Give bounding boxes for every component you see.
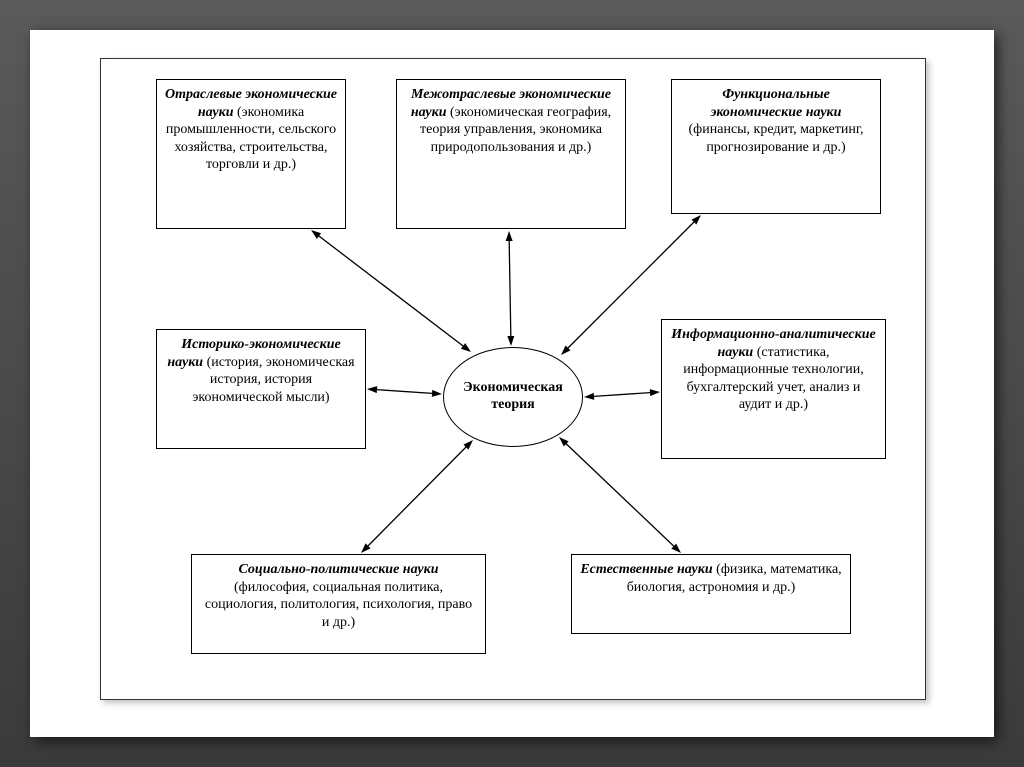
center-node: Экономическая теория	[443, 347, 583, 447]
node-title: Социально-политические науки	[239, 562, 439, 577]
node-n2: Межотраслевые экономические науки (эконо…	[396, 79, 626, 229]
slide-page: Экономическая теория Отраслевые экономич…	[30, 30, 994, 737]
node-n5: Информационно-аналитические науки (стати…	[661, 319, 886, 459]
node-sub: (финансы, кредит, маркетинг, прогнозиров…	[689, 122, 864, 155]
node-sub: (экономическая география, теория управле…	[420, 105, 611, 155]
node-sub: (история, экономическая история, история…	[192, 355, 354, 405]
node-n4: Историко-экономические науки (история, э…	[156, 329, 366, 449]
node-sub: (экономика промышленности, сельского хоз…	[166, 105, 336, 173]
node-n7: Естественные науки (физика, математика, …	[571, 554, 851, 634]
center-label: Экономическая теория	[452, 380, 574, 414]
node-sub: (статистика, информационные технологии, …	[683, 345, 864, 413]
node-title: Функциональные экономические науки	[711, 87, 842, 120]
diagram-frame: Экономическая теория Отраслевые экономич…	[100, 58, 926, 700]
node-n1: Отраслевые экономические науки (экономик…	[156, 79, 346, 229]
node-title: Естественные науки	[580, 562, 712, 577]
node-n3: Функциональные экономические науки (фина…	[671, 79, 881, 214]
node-sub: (философия, социальная политика, социоло…	[205, 580, 472, 630]
node-n6: Социально-политические науки (философия,…	[191, 554, 486, 654]
